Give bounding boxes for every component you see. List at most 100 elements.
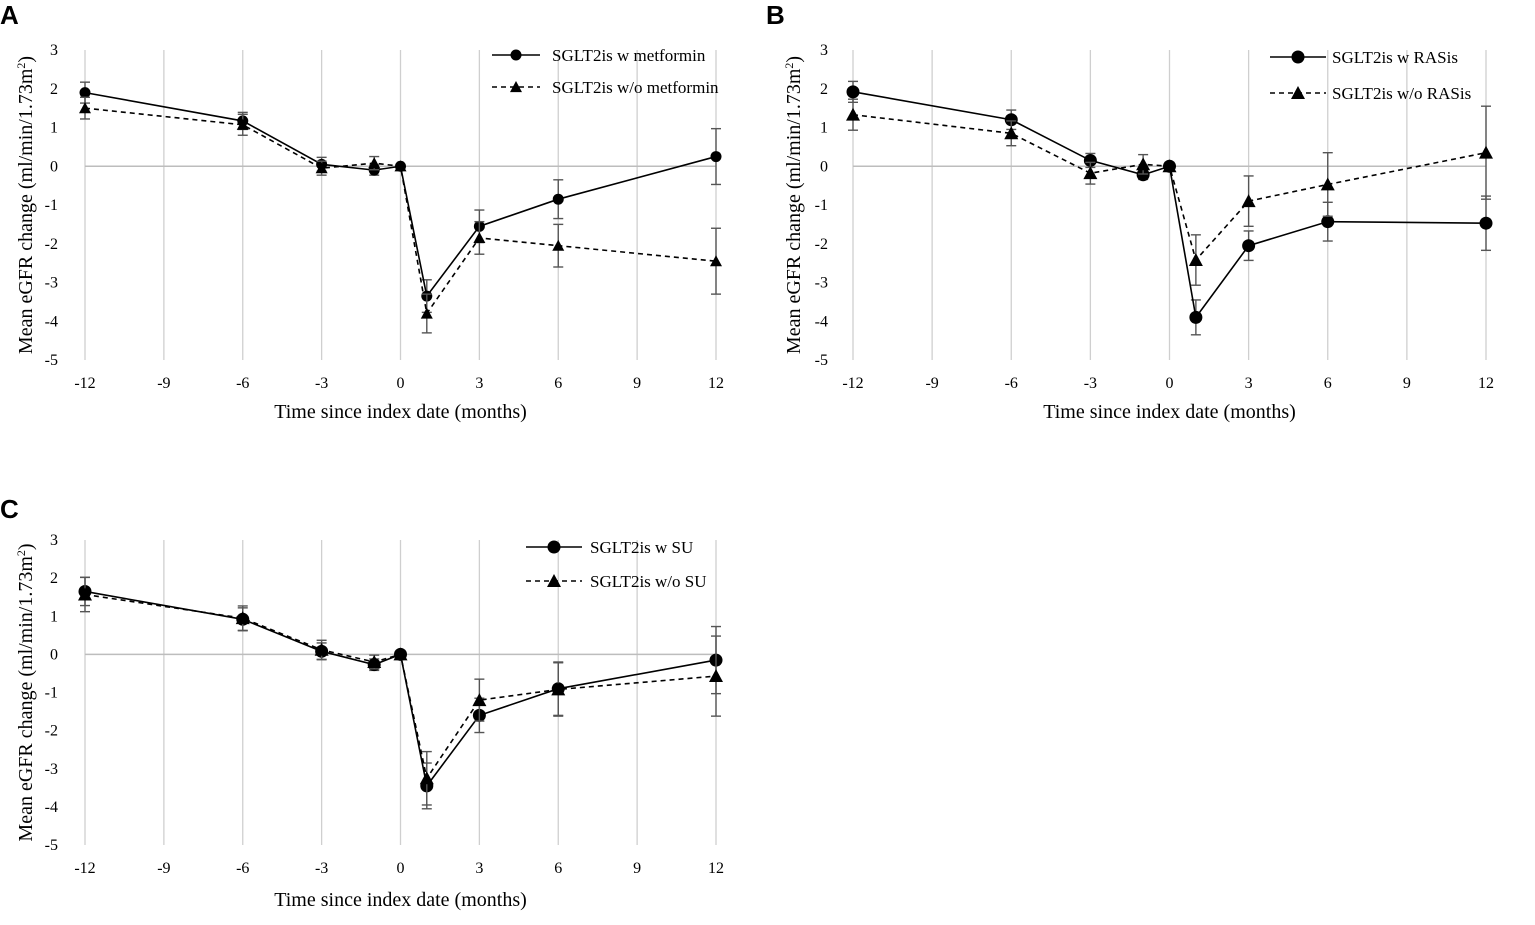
legend-label: SGLT2is w/o RASis (1332, 84, 1471, 103)
panel-letter: C (0, 494, 19, 524)
x-tick-label: 9 (1403, 375, 1411, 392)
legend-entry: SGLT2is w metformin (492, 46, 706, 65)
y-tick-label: -3 (45, 275, 58, 292)
data-point (1083, 153, 1097, 167)
y-tick-label: -1 (45, 685, 58, 702)
y-tick-label: -1 (815, 197, 828, 214)
data-point (419, 771, 434, 785)
x-tick-label: 0 (397, 375, 405, 392)
y-tick-label: 3 (820, 42, 828, 59)
x-tick-label: -12 (842, 375, 863, 392)
data-point (472, 693, 487, 707)
y-axis-label-sup: 2 (14, 63, 28, 69)
y-axis-label: Mean eGFR change (ml/min/1.73m2) (14, 543, 37, 841)
x-tick-label: 9 (633, 860, 641, 877)
panel-b: B -12 -9 -6 -3 0 3 6 9 12 3 2 1 0 -1 -2 -3 -4 -5 Mean eGFR … (766, 0, 1494, 423)
x-tick-label: -3 (1084, 375, 1097, 392)
y-tick-label: -5 (45, 837, 58, 854)
x-tick-label: 12 (1478, 375, 1494, 392)
y-tick-label: -4 (45, 313, 58, 330)
y-axis-label-sup: 2 (14, 550, 28, 556)
legend-marker (1291, 86, 1305, 99)
legend-marker (510, 49, 522, 61)
data-point (1321, 215, 1335, 229)
x-tick-label: 12 (708, 860, 724, 877)
legend-marker (1291, 50, 1305, 64)
y-axis-label-main: Mean eGFR change (ml/min/1.73m (15, 68, 37, 354)
y-tick-label: -2 (45, 236, 58, 253)
data-point (710, 151, 722, 163)
series-without (78, 576, 723, 806)
data-point (710, 255, 722, 267)
y-axis-label-close: ) (15, 543, 37, 550)
y-tick-label: -2 (45, 723, 58, 740)
data-point (1136, 157, 1151, 171)
x-tick-label: 9 (633, 375, 641, 392)
panel-a: A -12 -9 -6 -3 0 3 6 9 12 3 2 1 0 -1 -2 -3 -4 -5 Mean eGFR … (0, 0, 724, 423)
data-point (1241, 194, 1256, 208)
data-point (79, 87, 91, 99)
series-without (79, 96, 722, 334)
y-tick-label: 1 (50, 120, 58, 137)
x-tick-label: 6 (554, 860, 562, 877)
y-tick-label: -1 (45, 197, 58, 214)
y-tick-label: 0 (820, 158, 828, 175)
x-tick-label: -12 (74, 860, 95, 877)
x-axis-label: Time since index date (months) (1043, 401, 1296, 423)
x-tick-label: 3 (1245, 375, 1253, 392)
y-tick-label: -4 (815, 313, 828, 330)
legend-entry: SGLT2is w RASis (1270, 48, 1458, 67)
data-point (846, 107, 860, 121)
data-point (552, 239, 565, 251)
legend-marker (547, 540, 561, 554)
legend-label: SGLT2is w/o SU (590, 572, 707, 591)
legend-label: SGLT2is w/o metformin (552, 78, 719, 97)
x-tick-label: 12 (708, 375, 724, 392)
data-point (1083, 166, 1098, 180)
x-tick-label: -12 (74, 375, 95, 392)
x-tick-label: -9 (157, 375, 170, 392)
data-point (1479, 145, 1493, 159)
legend-entry: SGLT2is w/o SU (526, 572, 707, 591)
y-tick-label: 3 (50, 42, 58, 59)
data-point (1320, 177, 1335, 191)
data-point (394, 160, 407, 172)
data-point (552, 193, 564, 205)
data-point (1479, 216, 1493, 230)
x-tick-label: 6 (554, 375, 562, 392)
y-tick-label: -2 (815, 236, 828, 253)
data-point (79, 102, 91, 114)
x-axis-label: Time since index date (months) (274, 889, 527, 911)
x-tick-label: -6 (236, 860, 249, 877)
y-axis-label-close: ) (15, 56, 37, 63)
y-axis-label: Mean eGFR change (ml/min/1.73m2) (782, 56, 805, 354)
y-tick-label: 2 (820, 81, 828, 98)
x-tick-label: 3 (475, 860, 483, 877)
data-point (1004, 113, 1018, 127)
data-point (1242, 239, 1256, 253)
y-axis-label-sup: 2 (782, 63, 796, 69)
x-tick-label: -3 (315, 860, 328, 877)
x-tick-label: -6 (1005, 375, 1018, 392)
panel-letter: B (766, 0, 785, 30)
y-tick-label: 1 (820, 120, 828, 137)
y-tick-label: -3 (815, 275, 828, 292)
data-point (846, 85, 860, 99)
x-tick-label: -6 (236, 375, 249, 392)
legend-entry: SGLT2is w/o RASis (1270, 84, 1471, 103)
data-point (315, 162, 328, 174)
series-without (846, 98, 1493, 286)
data-point (1189, 310, 1203, 324)
x-tick-label: -9 (157, 860, 170, 877)
y-axis-label-close: ) (783, 56, 805, 63)
data-point (368, 157, 381, 169)
data-point (1188, 253, 1203, 266)
x-tick-label: 6 (1324, 375, 1332, 392)
y-tick-label: -3 (45, 761, 58, 778)
data-point (367, 655, 382, 668)
data-point (78, 587, 92, 601)
data-point (1136, 168, 1150, 182)
legend-marker (547, 574, 561, 587)
y-axis-label-main: Mean eGFR change (ml/min/1.73m (783, 68, 805, 354)
y-tick-label: 2 (50, 81, 58, 98)
